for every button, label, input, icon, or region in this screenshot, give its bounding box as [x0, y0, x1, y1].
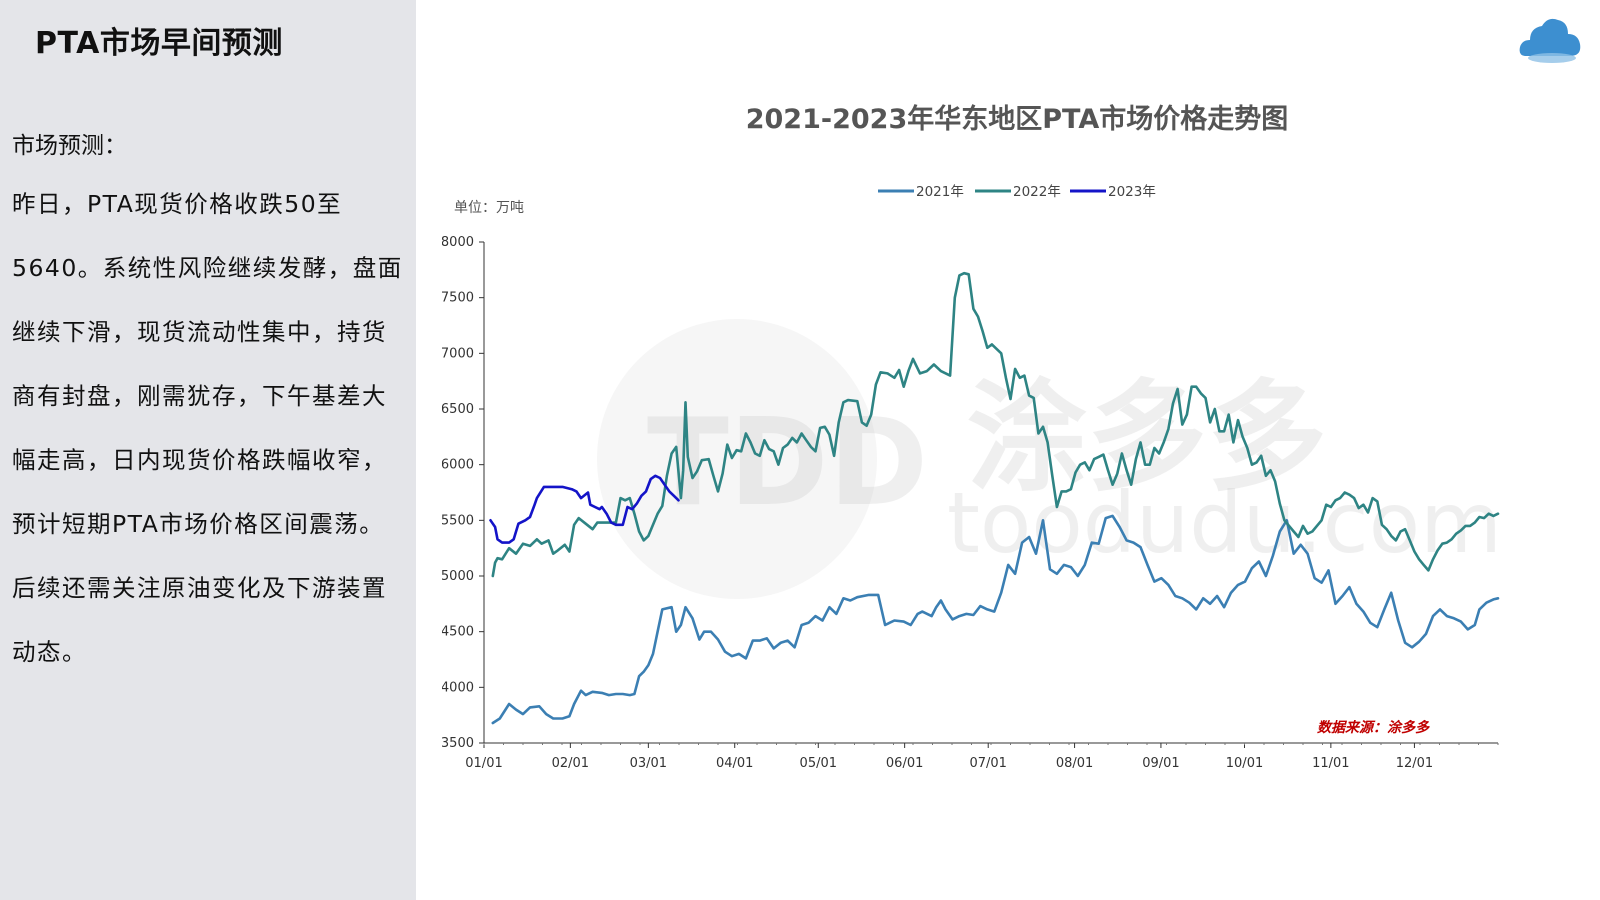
series-line-2023年 — [489, 474, 680, 544]
legend-label: 2021年 — [916, 184, 964, 200]
forecast-heading: 市场预测： — [12, 133, 127, 159]
y-tick-label: 8000 — [442, 235, 474, 250]
y-tick-label: 5000 — [442, 569, 474, 584]
y-tick-label: 6000 — [442, 458, 474, 473]
x-tick-label: 09/01 — [1142, 756, 1179, 771]
left-panel: PTA市场早间预测 市场预测： 昨日，PTA现货价格收跌50至5640。系统性风… — [0, 0, 416, 900]
chart-card: TDD 涂多多 toodudu.com 2021-2023年华东地区PTA市场价… — [442, 84, 1553, 816]
page-title: PTA市场早间预测 — [35, 26, 283, 61]
legend-label: 2022年 — [1013, 184, 1061, 200]
forecast-text: 昨日，PTA现货价格收跌50至5640。系统性风险继续发酵，盘面继续下滑，现货流… — [12, 190, 403, 666]
watermark-logo-text: TDD — [647, 394, 928, 533]
x-tick-label: 03/01 — [630, 756, 667, 771]
y-tick-label: 7000 — [442, 346, 474, 361]
x-tick-label: 04/01 — [716, 756, 753, 771]
x-axis: 01/01 02/01 03/01 04/01 05/01 06/01 07/01 08/01… — [465, 742, 1499, 771]
series-layer — [489, 271, 1500, 725]
x-tick-label: 10/01 — [1226, 756, 1263, 771]
series-line-2022年 — [491, 271, 1500, 578]
y-tick-label: 7500 — [442, 291, 474, 306]
x-tick-label: 01/01 — [465, 756, 502, 771]
chart-title: 2021-2023年华东地区PTA市场价格走势图 — [746, 103, 1289, 135]
y-tick-label: 6500 — [442, 402, 474, 417]
y-axis: 3500 4000 4500 5000 5500 6000 6500 7000 7500 8000 — [442, 235, 485, 751]
y-tick-label: 5500 — [442, 513, 474, 528]
x-tick-label: 05/01 — [800, 756, 837, 771]
price-chart: TDD 涂多多 toodudu.com 2021-2023年华东地区PTA市场价… — [442, 103, 1502, 771]
x-tick-label: 06/01 — [886, 756, 923, 771]
x-tick-label: 02/01 — [552, 756, 589, 771]
x-tick-label: 07/01 — [969, 756, 1006, 771]
y-tick-label: 3500 — [442, 736, 474, 751]
legend: 2021年 2022年 2023年 — [878, 184, 1156, 200]
x-tick-label: 12/01 — [1396, 756, 1433, 771]
series-line-2021年 — [491, 514, 1500, 725]
cloud-logo-icon — [1519, 18, 1581, 63]
x-tick-label: 08/01 — [1056, 756, 1093, 771]
y-tick-label: 4000 — [442, 680, 474, 695]
data-source: 数据来源：涂多多 — [1317, 719, 1430, 736]
watermark-logo-icon — [597, 319, 877, 599]
y-tick-label: 4500 — [442, 625, 474, 640]
unit-label: 单位：万吨 — [454, 200, 524, 216]
watermark: TDD 涂多多 toodudu.com — [597, 319, 1502, 599]
legend-label: 2023年 — [1108, 184, 1156, 200]
x-tick-label: 11/01 — [1312, 756, 1349, 771]
watermark-url-text: toodudu.com — [947, 474, 1502, 572]
